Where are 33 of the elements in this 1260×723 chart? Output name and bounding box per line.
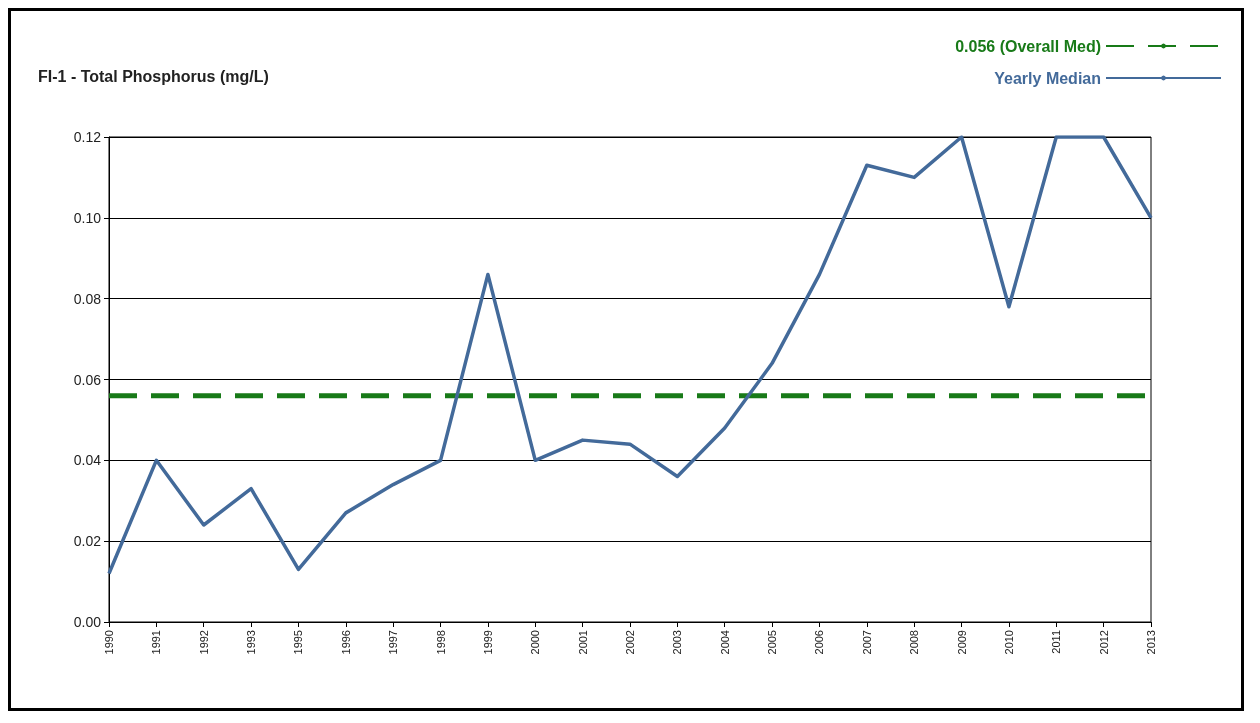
x-tick-label: 1993	[245, 630, 258, 655]
x-tick-label: 2004	[718, 630, 731, 655]
y-tick-label: 0.04	[73, 452, 102, 469]
x-tick-label: 1998	[434, 630, 447, 655]
x-tick-label: 1991	[150, 630, 163, 655]
x-tick-label: 2010	[1002, 630, 1015, 655]
x-tick-label: 2003	[671, 630, 684, 655]
x-tick-label: 2013	[1145, 630, 1157, 655]
y-tick-label: 0.00	[73, 614, 102, 630]
y-tick-label: 0.12	[73, 129, 102, 145]
x-tick-label: 1996	[339, 630, 352, 655]
x-tick-label: 2000	[529, 630, 542, 655]
x-tick-label: 1992	[197, 630, 210, 655]
chart-title: FI-1 - Total Phosphorus (mg/L)	[38, 67, 269, 85]
y-tick-label: 0.06	[73, 371, 102, 388]
x-tick-label: 2009	[955, 630, 968, 655]
x-tick-label: 2005	[766, 630, 779, 655]
x-tick-label: 2007	[860, 630, 873, 655]
x-tick-label: 2012	[1097, 630, 1110, 655]
text: Yearly Median	[994, 69, 1101, 87]
x-tick-label: 1999	[481, 630, 494, 655]
x-tick-label: 1997	[387, 630, 400, 655]
y-tick-label: 0.02	[73, 533, 102, 550]
x-tick-label: 1990	[103, 630, 115, 655]
x-tick-label: 2006	[813, 630, 826, 655]
y-tick-label: 0.08	[73, 290, 102, 307]
y-tick-label: 0.10	[73, 209, 102, 226]
x-tick-label: 2002	[624, 630, 636, 655]
x-tick-label: 2008	[908, 630, 921, 655]
x-tick-label: 1995	[292, 630, 305, 655]
x-tick-label: 2001	[576, 630, 589, 655]
x-tick-label: 2011	[1050, 630, 1063, 654]
text: 0.056 (Overall Med)	[955, 37, 1101, 55]
